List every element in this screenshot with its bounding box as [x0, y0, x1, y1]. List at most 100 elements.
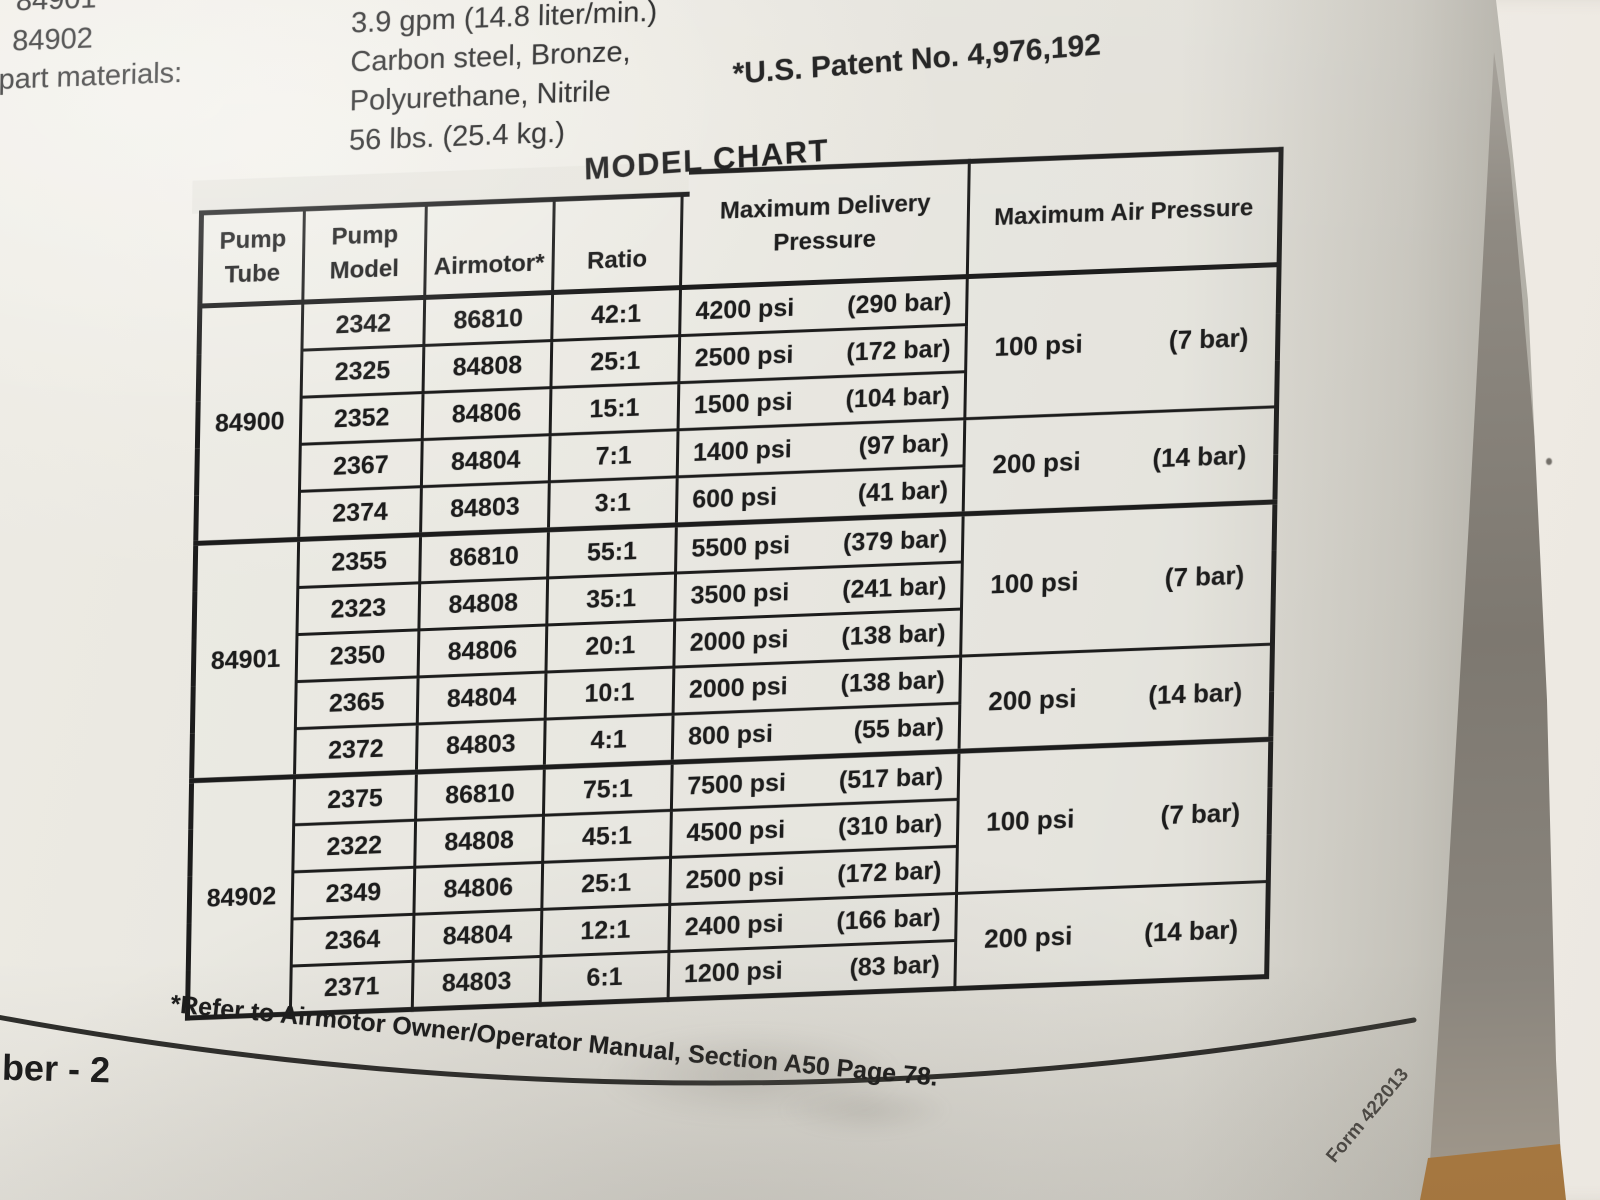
- cell-ratio: 3:1: [548, 476, 678, 530]
- cell-ratio: 20:1: [545, 620, 675, 673]
- cell-airmotor: 84808: [414, 815, 544, 868]
- psi-value: 2000 psi: [689, 624, 789, 657]
- psi-value: 2400 psi: [684, 909, 784, 941]
- psi-value: 1500 psi: [693, 387, 793, 420]
- cell-pump-model: 2365: [295, 676, 419, 729]
- cell-airmotor: 84804: [417, 672, 546, 725]
- cell-pump-model: 2349: [292, 867, 415, 919]
- part-materials-label: part materials:: [0, 57, 183, 97]
- cell-ratio: 45:1: [542, 810, 672, 863]
- header-delivery-pressure: Maximum Delivery Pressure: [680, 161, 970, 288]
- page-number-fragment: ber - 2: [1, 1046, 111, 1091]
- cell-airmotor: 84803: [420, 481, 550, 535]
- bar-value: (379 bar): [842, 524, 948, 557]
- cell-airmotor: 84804: [421, 434, 551, 487]
- cell-pump-model: 2352: [300, 392, 424, 445]
- cell-pump-model: 2323: [296, 582, 420, 635]
- cell-pump-model: 2372: [294, 724, 418, 777]
- part-number-line-1: 84901: [16, 0, 97, 18]
- psi-value: 100 psi: [990, 565, 1079, 599]
- bar-value: (97 bar): [858, 428, 950, 460]
- bar-value: (55 bar): [853, 712, 945, 745]
- cell-ratio: 15:1: [550, 382, 679, 435]
- bar-value: (7 bar): [1168, 321, 1249, 355]
- bar-value: (517 bar): [838, 761, 944, 794]
- cell-air-pressure: 200 psi (14 bar): [959, 644, 1273, 752]
- bar-value: (7 bar): [1160, 796, 1241, 830]
- bar-value: (104 bar): [845, 381, 950, 414]
- cell-air-pressure: 200 psi (14 bar): [954, 881, 1269, 989]
- bar-value: (14 bar): [1143, 914, 1239, 948]
- show-through-smudge: [600, 1030, 900, 1120]
- cell-ratio: 25:1: [541, 857, 671, 910]
- cell-air-pressure: 100 psi (7 bar): [960, 501, 1275, 657]
- cell-airmotor: 84806: [418, 624, 547, 677]
- psi-value: 5500 psi: [691, 530, 791, 563]
- header-air-pressure: Maximum Air Pressure: [967, 149, 1282, 277]
- cell-airmotor: 84806: [422, 387, 551, 440]
- cell-airmotor: 84808: [418, 577, 548, 630]
- cell-ratio: 4:1: [544, 714, 674, 768]
- cell-pump-tube: 84900: [195, 302, 303, 544]
- bar-value: (41 bar): [857, 475, 949, 507]
- cell-ratio: 6:1: [540, 951, 669, 1005]
- cell-pump-model: 2375: [293, 772, 417, 825]
- psi-value: 800 psi: [687, 719, 774, 751]
- cell-ratio: 10:1: [545, 667, 674, 720]
- psi-value: 1400 psi: [692, 434, 792, 467]
- psi-value: 2500 psi: [694, 340, 794, 373]
- psi-value: 100 psi: [985, 802, 1075, 837]
- psi-value: 7500 psi: [687, 767, 787, 800]
- cell-pump-tube: 84901: [191, 539, 299, 781]
- cell-airmotor: 86810: [423, 292, 553, 346]
- bar-value: (172 bar): [837, 855, 942, 889]
- cell-pump-model: 2364: [291, 914, 414, 967]
- cell-airmotor: 86810: [415, 767, 545, 821]
- dust-speck: [1546, 458, 1552, 465]
- psi-value: 200 psi: [983, 920, 1073, 954]
- bar-value: (138 bar): [840, 665, 946, 698]
- spec-block: 3.9 gpm (14.8 liter/min.) Carbon steel, …: [349, 0, 658, 161]
- psi-value: 3500 psi: [690, 577, 790, 610]
- patent-note: *U.S. Patent No. 4,976,192: [732, 28, 1102, 91]
- cell-ratio: 35:1: [546, 572, 676, 625]
- cell-airmotor: 84804: [413, 909, 542, 962]
- bar-value: (172 bar): [846, 334, 951, 367]
- bar-value: (310 bar): [837, 808, 943, 841]
- cell-pump-model: 2374: [298, 486, 422, 540]
- bar-value: (241 bar): [842, 571, 947, 604]
- psi-value: 2500 psi: [685, 862, 785, 894]
- cell-ratio: 25:1: [550, 335, 680, 388]
- cell-pump-model: 2322: [292, 820, 416, 872]
- show-through-smudge: [780, 1085, 950, 1135]
- cell-ratio: 7:1: [549, 429, 679, 482]
- psi-value: 4500 psi: [686, 814, 786, 847]
- bar-value: (166 bar): [836, 903, 941, 936]
- cell-ratio: 75:1: [543, 762, 673, 816]
- cell-pump-tube: 84902: [187, 776, 295, 1019]
- cell-airmotor: 86810: [419, 529, 549, 583]
- cell-airmotor: 84803: [412, 956, 542, 1010]
- bar-value: (83 bar): [849, 950, 941, 982]
- cell-ratio: 55:1: [547, 524, 677, 578]
- psi-value: 200 psi: [992, 445, 1081, 480]
- psi-value: 1200 psi: [683, 956, 783, 988]
- cell-air-pressure: 200 psi (14 bar): [963, 406, 1277, 514]
- bar-value: (290 bar): [847, 287, 952, 320]
- part-number-line-2: 84902: [11, 22, 94, 58]
- cell-pump-model: 2342: [301, 297, 425, 351]
- cell-pump-model: 2325: [301, 345, 424, 398]
- cell-ratio: 12:1: [541, 904, 670, 957]
- cell-pump-model: 2355: [297, 534, 421, 588]
- model-chart-table: Pump Tube Pump Model Airmotor* Ratio Max…: [184, 146, 1284, 1021]
- cell-pump-model: 2350: [296, 629, 419, 682]
- cell-delivery-pressure: 1200 psi (83 bar): [668, 940, 956, 1000]
- cell-pump-model: 2367: [299, 439, 423, 492]
- cell-ratio: 42:1: [551, 287, 681, 341]
- cell-air-pressure: 100 psi (7 bar): [956, 739, 1271, 894]
- cell-airmotor: 84806: [413, 862, 543, 915]
- cell-airmotor: 84808: [423, 340, 552, 393]
- psi-value: 600 psi: [692, 482, 778, 514]
- bar-value: (14 bar): [1152, 439, 1247, 474]
